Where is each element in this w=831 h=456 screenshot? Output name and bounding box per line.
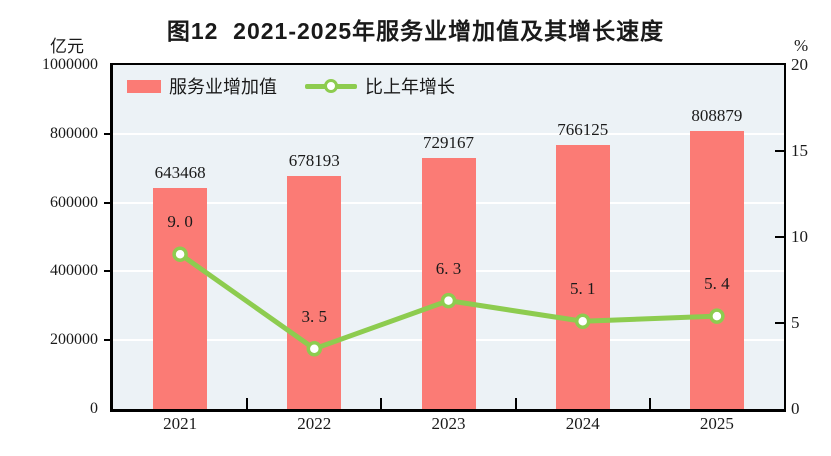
x-axis-label-2022: 2022 [297,414,332,433]
right-axis-tick-label: 20 [791,55,808,74]
x-axis-tick [380,398,383,409]
right-axis-tick-label: 15 [791,141,808,160]
left-axis-tick [104,270,113,273]
bar-value-label: 643468 [154,162,206,182]
bar-2021 [153,187,208,409]
left-axis-tick [104,132,113,135]
left-axis-tick-label: 800000 [50,124,98,142]
left-axis-tick-label: 200000 [50,331,98,349]
bar-value-label: 678193 [288,150,340,170]
left-axis-tick [104,201,113,204]
x-axis-label-2024: 2024 [565,414,600,433]
gridline [113,132,784,135]
bar-2023 [421,158,476,409]
line-marker-2025 [709,308,725,324]
left-axis-tick-label: 400000 [50,262,98,280]
legend: 服务业增加值 比上年增长 [127,73,455,99]
bar-2024 [555,145,610,409]
bar-series-swatch [127,79,161,93]
bar-2025 [689,130,744,409]
x-axis-tick [246,398,249,409]
bar-value-label: 729167 [423,133,474,153]
left-axis-tick-label: 1000000 [42,56,98,73]
line-value-label: 5. 1 [569,279,596,299]
right-axis-tick [775,150,784,152]
line-marker-dot-icon [324,79,338,93]
right-axis-tick-label: 5 [791,313,800,332]
line-value-label: 5. 4 [704,274,730,294]
line-value-label: 6. 3 [435,258,462,278]
line-marker-2021 [172,246,188,262]
left-axis-unit: 亿元 [50,37,84,56]
left-axis-tick [104,339,113,342]
bar-value-label: 766125 [557,120,609,140]
line-marker-2022 [306,341,323,357]
x-axis-label-2025: 2025 [699,414,734,433]
x-axis-label-2021: 2021 [163,414,198,433]
right-axis-unit: % [794,36,809,55]
right-axis-tick [775,322,784,324]
left-axis-tick-label: 0 [90,400,98,417]
growth-line-layer [172,246,725,357]
bar-2022 [287,175,342,409]
bar-value-label: 808879 [691,105,743,125]
line-value-label: 3. 5 [301,306,328,326]
chart-title: 图12 2021-2025年服务业增加值及其增长速度 [166,18,665,44]
legend-item-line-series: 比上年增长 [305,73,455,99]
line-series-marker-icon [305,79,357,93]
line-marker-2024 [574,313,591,330]
x-axis-tick [648,398,651,409]
right-axis-tick [775,236,784,238]
legend-bar-label: 服务业增加值 [169,77,277,97]
line-marker-2023 [440,292,457,309]
line-value-label: 9. 0 [167,212,193,232]
x-axis-label-2023: 2023 [431,414,466,433]
left-axis-tick-label: 600000 [50,193,98,211]
x-axis-tick [514,398,517,409]
plot-area: 服务业增加值 比上年增长 643468 678193 729167 766125 808… [110,63,786,412]
right-axis-tick-label: 10 [791,227,808,246]
right-axis-tick-label: 0 [791,399,800,418]
legend-line-label: 比上年增长 [365,77,455,97]
legend-item-bar-series: 服务业增加值 [127,73,277,99]
